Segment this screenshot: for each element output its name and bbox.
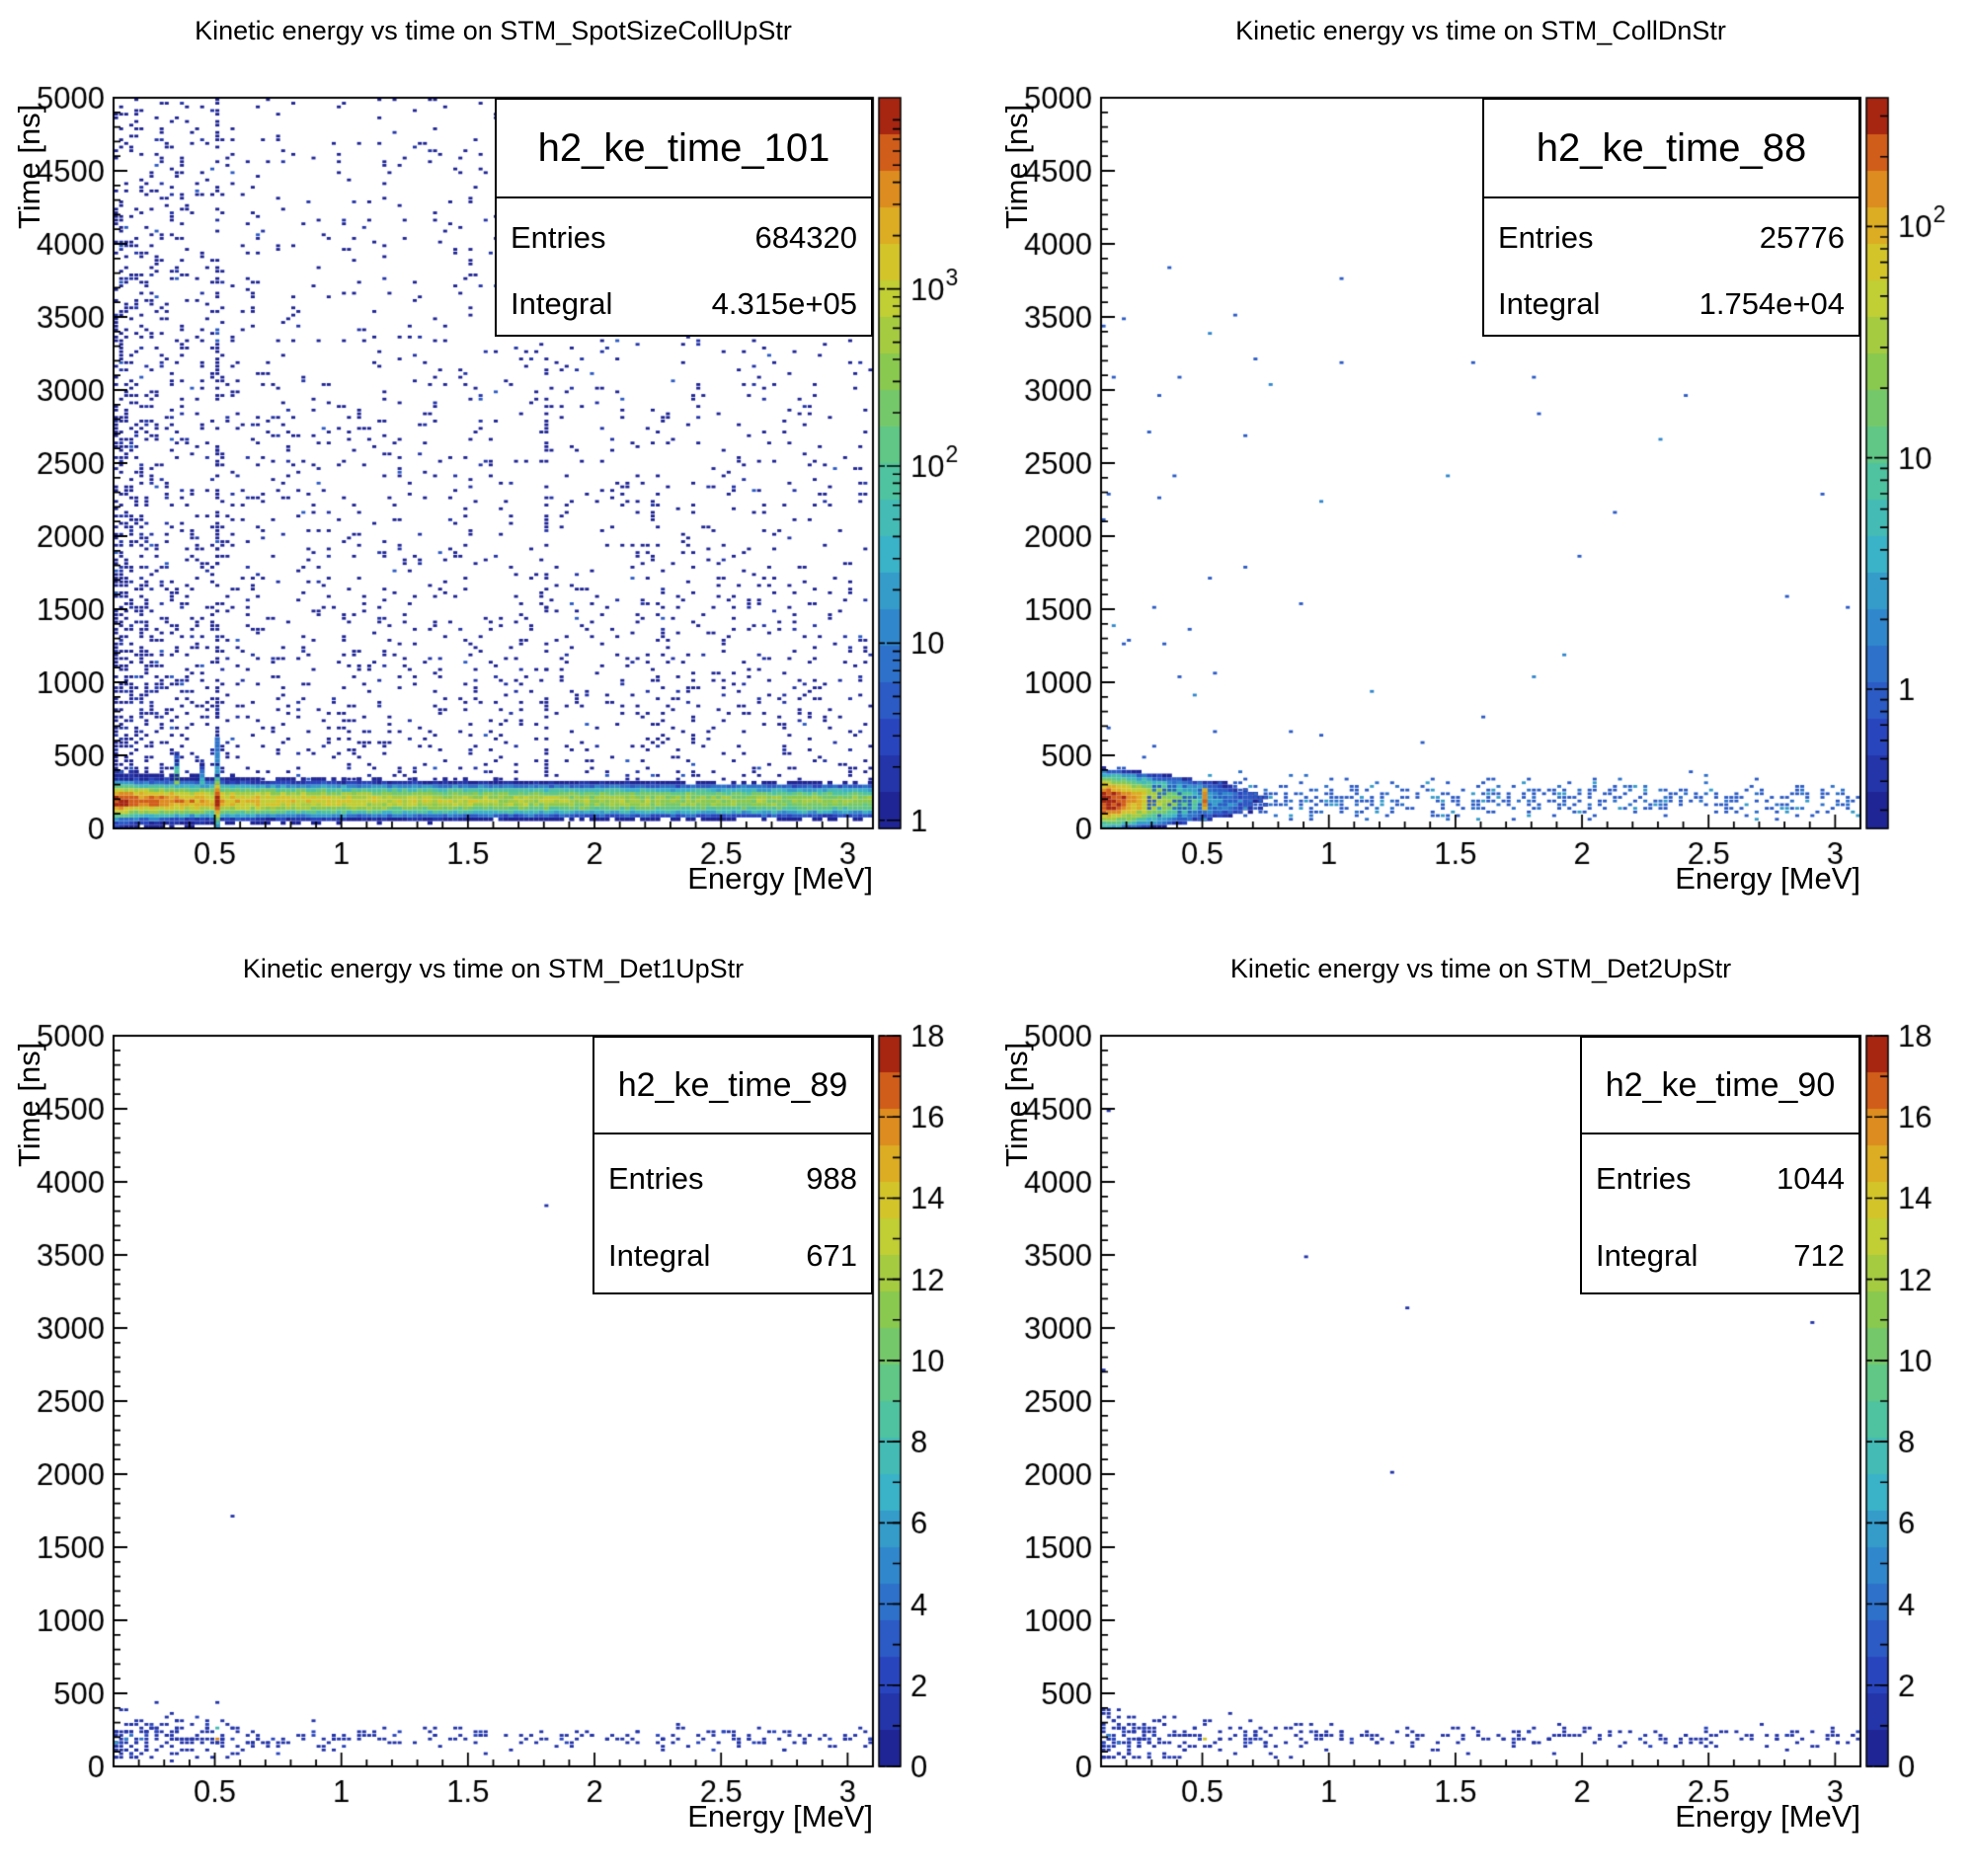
stat-box: h2_ke_time_89 Entries 988 Integral 671 — [592, 1036, 873, 1294]
entries-label: Entries — [608, 1161, 704, 1196]
entries-value: 988 — [806, 1161, 857, 1196]
stat-rows: Entries 25776 Integral 1.754e+04 — [1484, 198, 1858, 343]
stat-rows: Entries 1044 Integral 712 — [1582, 1134, 1858, 1300]
entries-label: Entries — [511, 219, 606, 255]
pad-det1upstr: Kinetic energy vs time on STM_Det1UpStr … — [0, 938, 988, 1876]
histogram-name: h2_ke_time_90 — [1582, 1038, 1858, 1134]
y-axis-title: Time [ns] — [999, 1042, 1034, 1167]
integral-value: 4.315e+05 — [711, 285, 857, 321]
x-axis-title: Energy [MeV] — [687, 861, 873, 896]
entries-value: 1044 — [1777, 1161, 1845, 1196]
histogram-name: h2_ke_time_89 — [594, 1038, 871, 1134]
entries-value: 684320 — [754, 219, 857, 255]
integral-value: 671 — [806, 1238, 857, 1273]
stat-row-integral: Integral 671 — [608, 1238, 857, 1274]
stat-row-integral: Integral 712 — [1596, 1238, 1845, 1274]
integral-label: Integral — [608, 1238, 711, 1273]
stat-rows: Entries 684320 Integral 4.315e+05 — [497, 198, 871, 343]
entries-label: Entries — [1596, 1161, 1692, 1196]
stat-box: h2_ke_time_101 Entries 684320 Integral 4… — [495, 98, 873, 337]
x-axis-title: Energy [MeV] — [687, 1799, 873, 1834]
x-axis-title: Energy [MeV] — [1675, 1799, 1860, 1834]
plot-title: Kinetic energy vs time on STM_SpotSizeCo… — [195, 16, 792, 45]
stat-row-integral: Integral 4.315e+05 — [511, 286, 857, 322]
entries-label: Entries — [1498, 219, 1594, 255]
entries-value: 25776 — [1759, 219, 1845, 255]
stat-rows: Entries 988 Integral 671 — [594, 1134, 871, 1300]
y-axis-title: Time [ns] — [999, 104, 1034, 229]
pad-det2upstr: Kinetic energy vs time on STM_Det2UpStr … — [988, 938, 1975, 1876]
integral-value: 1.754e+04 — [1698, 285, 1845, 321]
stat-box: h2_ke_time_90 Entries 1044 Integral 712 — [1580, 1036, 1860, 1294]
plot-title: Kinetic energy vs time on STM_CollDnStr — [1235, 16, 1726, 45]
stat-row-entries: Entries 25776 — [1498, 220, 1845, 256]
stat-row-integral: Integral 1.754e+04 — [1498, 286, 1845, 322]
y-axis-title: Time [ns] — [12, 104, 46, 229]
pad-spotsizecollupstr: Kinetic energy vs time on STM_SpotSizeCo… — [0, 0, 988, 938]
stat-row-entries: Entries 684320 — [511, 220, 857, 256]
pad-colldnstr: Kinetic energy vs time on STM_CollDnStr … — [988, 0, 1975, 938]
x-axis-title: Energy [MeV] — [1675, 861, 1860, 896]
histogram-name: h2_ke_time_88 — [1484, 100, 1858, 198]
integral-label: Integral — [511, 285, 613, 321]
y-axis-title: Time [ns] — [12, 1042, 46, 1167]
histogram-name: h2_ke_time_101 — [497, 100, 871, 198]
stat-row-entries: Entries 988 — [608, 1161, 857, 1197]
plot-title: Kinetic energy vs time on STM_Det2UpStr — [1229, 954, 1732, 983]
stat-row-entries: Entries 1044 — [1596, 1161, 1845, 1197]
stat-box: h2_ke_time_88 Entries 25776 Integral 1.7… — [1482, 98, 1860, 337]
integral-label: Integral — [1596, 1238, 1698, 1273]
integral-value: 712 — [1793, 1238, 1845, 1273]
integral-label: Integral — [1498, 285, 1601, 321]
plot-title: Kinetic energy vs time on STM_Det1UpStr — [242, 954, 745, 983]
